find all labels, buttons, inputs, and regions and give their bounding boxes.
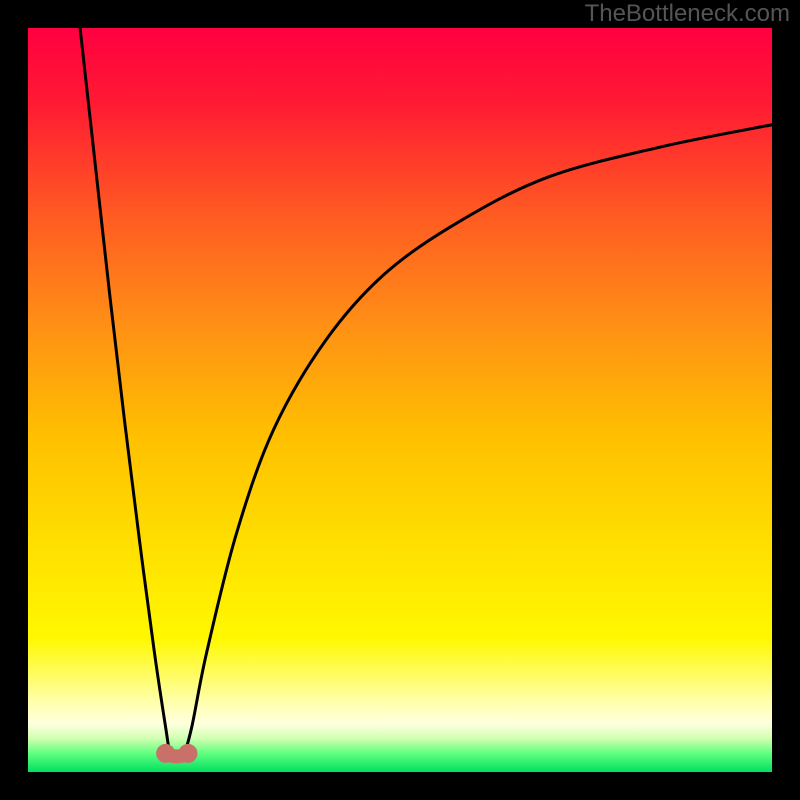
watermark-text: TheBottleneck.com [585, 0, 790, 28]
chart-container: TheBottleneck.com [0, 0, 800, 800]
bottleneck-chart [0, 0, 800, 800]
optimum-marker-0 [157, 744, 175, 762]
chart-gradient-background [28, 28, 772, 772]
optimum-marker-1 [179, 744, 197, 762]
